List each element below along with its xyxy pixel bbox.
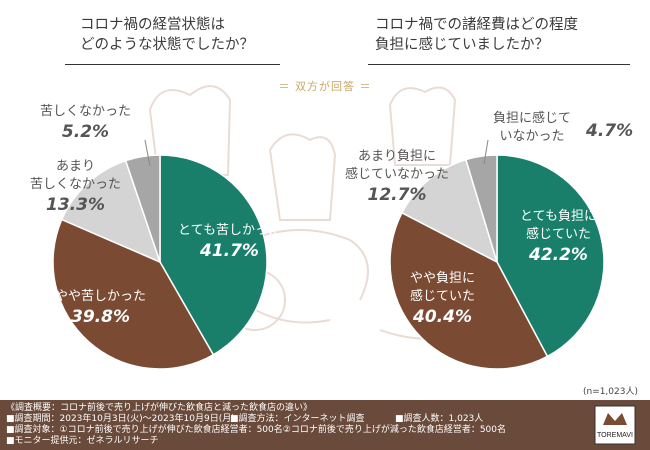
leader-line-right <box>483 139 489 165</box>
question-right: コロナ禍での諸経費はどの程度 負担に感じていましたか？ <box>375 15 635 55</box>
slice-text: 感じていた <box>410 289 476 304</box>
slice-text: やや苦しかった <box>55 289 147 304</box>
slice-percent: 5.2% <box>61 122 110 142</box>
slice-percent: 40.4% <box>413 307 472 327</box>
survey-footer: 《調査概要：コロナ前後で売り上げが伸びた飲食店と減った飲食店の違い》 ■調査期間… <box>0 400 650 450</box>
footer-target: ■調査対象：①コロナ前後で売り上げが伸びた飲食店経営者：500名②コロナ前後で売… <box>6 425 506 435</box>
footer-provider: ■モニター提供元：ゼネラルリサーチ <box>6 436 159 446</box>
sample-size: (n=1,023人) <box>582 387 638 397</box>
slice-label-l3: あまり 苦しくなかった 13.3% <box>30 158 121 214</box>
pie-slice <box>60 159 162 264</box>
both-answered-label: ＝ 双方が回答 ＝ <box>278 80 372 93</box>
slice-text: あまり負担に <box>358 149 437 164</box>
footer-period: ■調査期間：2023年10月3日(火)～2023年10月9日(月) <box>6 414 235 424</box>
footer-method: ■調査方法：インターネット調査 <box>230 414 365 424</box>
logo-text: TOREMAVI <box>597 432 633 439</box>
pie-slice <box>124 154 161 263</box>
question-right-line1: コロナ禍での諸経費はどの程度 <box>375 17 578 33</box>
slice-percent: 4.7% <box>586 121 634 141</box>
pie-charts <box>52 154 605 370</box>
slice-percent: 42.2% <box>528 245 588 265</box>
slice-percent: 13.3% <box>46 195 105 215</box>
footer-title: 《調査概要：コロナ前後で売り上げが伸びた飲食店と減った飲食店の違い》 <box>6 403 313 413</box>
slice-text: 感じていた <box>525 227 591 242</box>
slice-text: 感じていなかった <box>345 167 450 182</box>
slice-text: いなかった <box>499 129 565 144</box>
slice-text: あまり <box>56 159 96 174</box>
pie-slice <box>52 218 215 370</box>
question-left: コロナ禍の経営状態は どのような状態でしたか？ <box>80 15 270 55</box>
slice-label-r4-percent: 4.7% <box>586 120 633 140</box>
slice-text: 苦しくなかった <box>30 177 122 192</box>
question-left-line2: どのような状態でしたか？ <box>80 37 254 53</box>
pie-slice <box>159 154 268 356</box>
question-right-underline <box>368 64 630 65</box>
slice-text: 苦しくなかった <box>40 104 132 119</box>
pie-slice <box>389 211 549 370</box>
question-right-line2: 負担に感じていましたか？ <box>375 37 549 53</box>
toremavi-logo: TOREMAVI <box>594 405 636 445</box>
pie-right <box>389 154 605 370</box>
slice-label-r4: 負担に感じて いなかった <box>493 110 571 146</box>
slice-text: とても苦しかった <box>178 223 281 238</box>
slice-percent: 12.7% <box>367 185 427 205</box>
pie-slice <box>464 154 498 263</box>
slice-label-l1: とても苦しかった 41.7% <box>178 222 281 260</box>
slice-label-l4: 苦しくなかった 5.2% <box>40 103 131 141</box>
slice-text: とても負担に <box>520 209 597 224</box>
slice-percent: 41.7% <box>199 241 259 261</box>
slice-label-r2: やや負担に 感じていた 40.4% <box>410 270 475 326</box>
leader-line-left <box>144 139 151 167</box>
slice-text: やや負担に <box>410 271 476 286</box>
slice-percent: 39.8% <box>71 307 130 327</box>
slice-label-r1: とても負担に 感じていた 42.2% <box>520 208 597 264</box>
pie-left <box>52 154 268 370</box>
question-left-line1: コロナ禍の経営状態は <box>80 17 225 33</box>
slice-text: 負担に感じて <box>493 111 572 126</box>
slice-label-r3: あまり負担に 感じていなかった 12.7% <box>345 148 449 204</box>
pie-slice <box>496 154 605 358</box>
footer-count: ■調査人数：1,023人 <box>395 414 484 424</box>
question-left-underline <box>65 64 280 65</box>
slice-label-l2: やや苦しかった 39.8% <box>55 288 146 326</box>
leader-lines <box>144 139 489 167</box>
